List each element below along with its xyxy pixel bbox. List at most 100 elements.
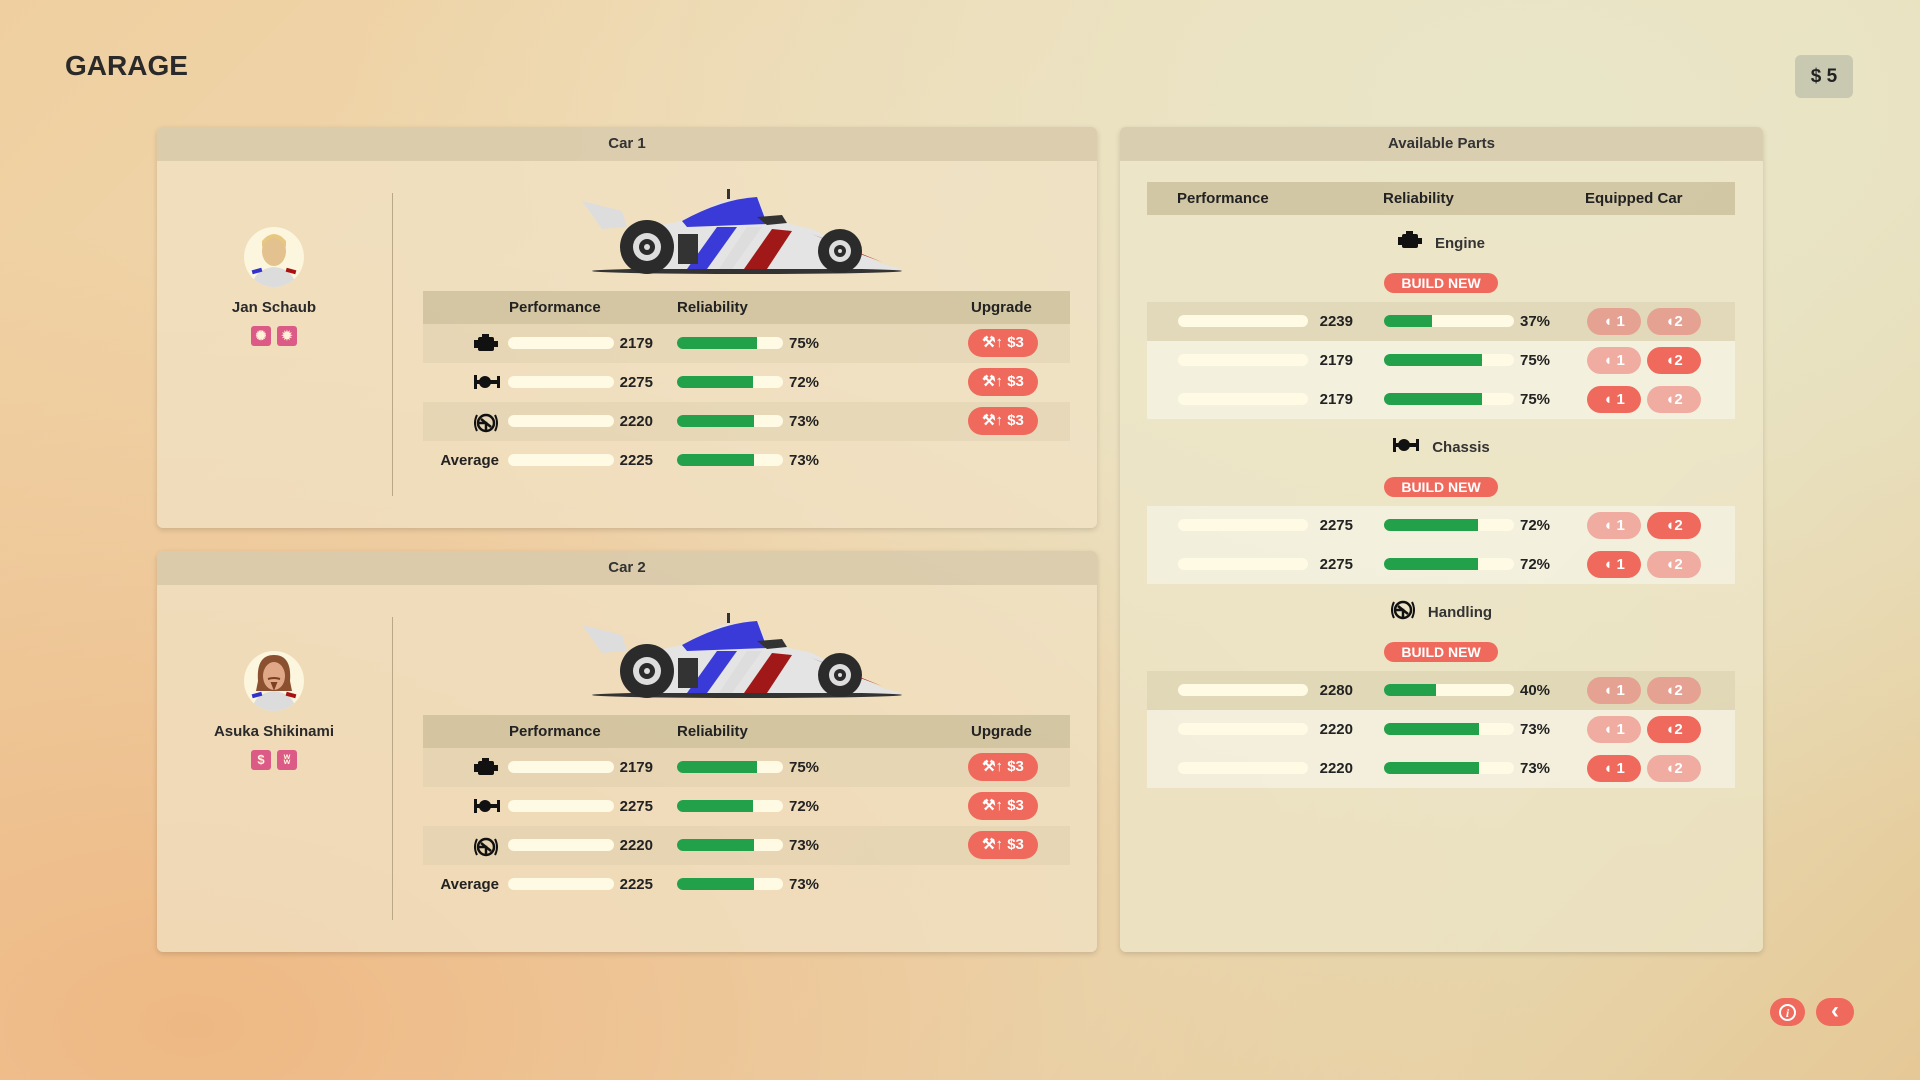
reliability-fill bbox=[677, 337, 757, 349]
part-row: 2239 37% ◖ 1 ◖2 bbox=[1147, 302, 1735, 341]
parts-table-header: Performance Reliability Equipped Car bbox=[1147, 182, 1735, 215]
part-row: 2280 40% ◖ 1 ◖2 bbox=[1147, 671, 1735, 710]
equip-car-1-button[interactable]: ◖ 1 bbox=[1587, 716, 1641, 743]
reliability-fill bbox=[1384, 354, 1482, 366]
reliability-bar bbox=[677, 839, 783, 851]
col-reliability: Reliability bbox=[1383, 190, 1454, 207]
helmet-icon: ◖ bbox=[1603, 517, 1613, 534]
cow-icon[interactable]: ʬ bbox=[277, 750, 297, 770]
equip-car-2-button[interactable]: ◖2 bbox=[1647, 755, 1701, 782]
build-new-button[interactable]: BUILD NEW bbox=[1384, 477, 1498, 497]
reliability-value: 73% bbox=[789, 837, 820, 854]
performance-value: 2220 bbox=[619, 837, 653, 854]
helmet-icon: ◖ bbox=[1603, 721, 1613, 738]
helmet-icon: ◖ bbox=[1603, 313, 1613, 330]
car-1-panel: Car 1 Jan Schaub ✺ ✹ Performance Reliabil… bbox=[157, 127, 1097, 528]
reliability-fill bbox=[677, 454, 755, 466]
upgrade-button[interactable]: ⚒↑ $3 bbox=[968, 329, 1038, 357]
helmet-icon: ◖ bbox=[1603, 352, 1613, 369]
equip-car-2-button[interactable]: ◖2 bbox=[1647, 512, 1701, 539]
part-row: 2220 73% ⚒↑ $3 bbox=[423, 826, 1070, 865]
part-row: 2220 73% ◖ 1 ◖2 bbox=[1147, 710, 1735, 749]
driver-name: Asuka Shikinami bbox=[213, 723, 335, 740]
performance-value: 2225 bbox=[619, 452, 653, 469]
upgrade-button[interactable]: ⚒↑ $3 bbox=[968, 792, 1038, 820]
performance-bar bbox=[508, 415, 614, 427]
helmet-icon: ◖ bbox=[1665, 760, 1675, 777]
reliability-fill bbox=[1384, 762, 1479, 774]
steering-icon bbox=[473, 412, 499, 439]
part-row: 2179 75% ◖ 1 ◖2 bbox=[1147, 380, 1735, 419]
part-row: 2275 72% ◖ 1 ◖2 bbox=[1147, 506, 1735, 545]
equip-car-1-button[interactable]: ◖ 1 bbox=[1587, 512, 1641, 539]
performance-value: 2220 bbox=[1319, 721, 1353, 738]
car-header: Car 2 bbox=[157, 551, 1097, 585]
car-number: 1 bbox=[1616, 556, 1625, 573]
steering-icon bbox=[473, 836, 499, 863]
col-performance: Performance bbox=[509, 299, 601, 316]
car-number: 2 bbox=[1674, 352, 1683, 369]
equip-car-1-button[interactable]: ◖ 1 bbox=[1587, 551, 1641, 578]
build-new-button[interactable]: BUILD NEW bbox=[1384, 642, 1498, 662]
reliability-value: 40% bbox=[1520, 682, 1551, 699]
page-title: GARAGE bbox=[65, 50, 188, 81]
upgrade-button[interactable]: ⚒↑ $3 bbox=[968, 831, 1038, 859]
performance-value: 2275 bbox=[619, 374, 653, 391]
part-row: 2275 72% ⚒↑ $3 bbox=[423, 363, 1070, 402]
engine-icon bbox=[473, 334, 499, 359]
reliability-bar bbox=[1384, 315, 1514, 327]
info-icon: i bbox=[1779, 1003, 1796, 1021]
performance-bar bbox=[508, 839, 614, 851]
info-button[interactable]: i bbox=[1770, 998, 1805, 1026]
build-new-button[interactable]: BUILD NEW bbox=[1384, 273, 1498, 293]
performance-value: 2179 bbox=[1319, 352, 1353, 369]
upgrade-button[interactable]: ⚒↑ $3 bbox=[968, 407, 1038, 435]
part-row: 2179 75% ⚒↑ $3 bbox=[423, 324, 1070, 363]
car-number: 1 bbox=[1616, 760, 1625, 777]
equip-car-2-button[interactable]: ◖2 bbox=[1647, 308, 1701, 335]
wrench-upgrade-icon: ⚒↑ bbox=[982, 334, 1008, 351]
reliability-bar bbox=[1384, 519, 1514, 531]
helmet-icon: ◖ bbox=[1665, 391, 1675, 408]
equip-car-1-button[interactable]: ◖ 1 bbox=[1587, 347, 1641, 374]
performance-value: 2179 bbox=[619, 335, 653, 352]
upgrade-button[interactable]: ⚒↑ $3 bbox=[968, 368, 1038, 396]
reliability-bar bbox=[1384, 762, 1514, 774]
section-chassis: Chassis bbox=[1147, 419, 1735, 475]
parts-table: Performance Reliability Equipped Car Eng… bbox=[1147, 182, 1735, 788]
car-number: 2 bbox=[1674, 517, 1683, 534]
car-number: 1 bbox=[1616, 391, 1625, 408]
car-number: 1 bbox=[1616, 721, 1625, 738]
reliability-value: 72% bbox=[789, 798, 820, 815]
equip-car-2-button[interactable]: ◖2 bbox=[1647, 716, 1701, 743]
equip-car-2-button[interactable]: ◖2 bbox=[1647, 386, 1701, 413]
section-label: Handling bbox=[1427, 603, 1493, 621]
equip-car-2-button[interactable]: ◖2 bbox=[1647, 347, 1701, 374]
dollar-icon[interactable]: $ bbox=[251, 750, 271, 770]
back-button[interactable]: ‹ bbox=[1816, 998, 1854, 1026]
col-reliability: Reliability bbox=[677, 723, 748, 740]
reliability-bar bbox=[1384, 393, 1514, 405]
equip-car-1-button[interactable]: ◖ 1 bbox=[1587, 386, 1641, 413]
reliability-bar bbox=[1384, 684, 1514, 696]
performance-bar bbox=[1178, 723, 1308, 735]
table-header: Performance Reliability Upgrade bbox=[423, 291, 1070, 324]
col-upgrade: Upgrade bbox=[971, 299, 1032, 316]
equip-car-2-button[interactable]: ◖2 bbox=[1647, 677, 1701, 704]
driver-avatar bbox=[244, 227, 304, 287]
reliability-value: 37% bbox=[1520, 313, 1551, 330]
equip-car-1-button[interactable]: ◖ 1 bbox=[1587, 308, 1641, 335]
equip-car-1-button[interactable]: ◖ 1 bbox=[1587, 755, 1641, 782]
table-header: Performance Reliability Upgrade bbox=[423, 715, 1070, 748]
part-row: 2220 73% ⚒↑ $3 bbox=[423, 402, 1070, 441]
wrench-upgrade-icon: ⚒↑ bbox=[982, 797, 1008, 814]
reliability-value: 73% bbox=[789, 452, 820, 469]
reliability-fill bbox=[677, 800, 754, 812]
equip-car-1-button[interactable]: ◖ 1 bbox=[1587, 677, 1641, 704]
car-number: 1 bbox=[1616, 313, 1625, 330]
upgrade-button[interactable]: ⚒↑ $3 bbox=[968, 753, 1038, 781]
equip-car-2-button[interactable]: ◖2 bbox=[1647, 551, 1701, 578]
burst-icon[interactable]: ✺ bbox=[251, 326, 271, 346]
section-handling: Handling bbox=[1147, 584, 1735, 640]
star-burst-icon[interactable]: ✹ bbox=[277, 326, 297, 346]
